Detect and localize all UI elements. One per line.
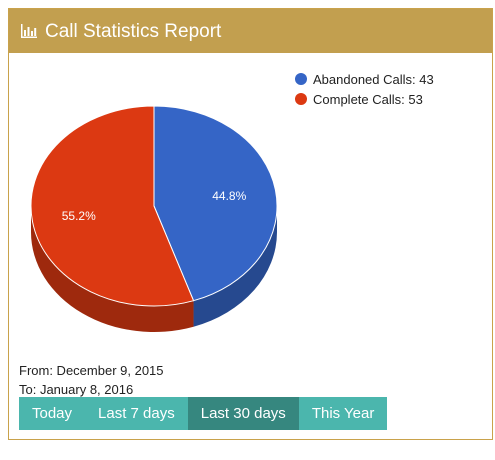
pie-label-abandoned: 44.8% xyxy=(212,189,246,203)
legend-item-abandoned[interactable]: Abandoned Calls: 43 xyxy=(295,69,434,89)
legend-dot-abandoned xyxy=(295,73,307,85)
legend-label-complete: Complete Calls: 53 xyxy=(313,91,423,107)
last-7-days-button[interactable]: Last 7 days xyxy=(85,397,188,430)
chart-legend: Abandoned Calls: 43 Complete Calls: 53 xyxy=(295,69,434,109)
legend-label-abandoned: Abandoned Calls: 43 xyxy=(313,71,434,87)
legend-item-complete[interactable]: Complete Calls: 53 xyxy=(295,89,434,109)
pie-slice-abandoned[interactable] xyxy=(153,105,278,302)
pie-side-complete xyxy=(31,206,194,332)
page-title: Call Statistics Report xyxy=(45,20,222,42)
this-year-button[interactable]: This Year xyxy=(298,397,388,430)
pie-slice-complete[interactable] xyxy=(30,105,195,307)
pie-chart: 44.8% 55.2% xyxy=(30,105,278,332)
legend-dot-complete xyxy=(295,93,307,105)
last-30-days-button[interactable]: Last 30 days xyxy=(187,397,299,430)
range-button-group: Today Last 7 days Last 30 days This Year xyxy=(19,397,388,430)
panel-header: Call Statistics Report xyxy=(9,9,492,53)
bar-chart-icon xyxy=(21,24,37,38)
date-range: From: December 9, 2015 To: January 8, 20… xyxy=(19,361,164,399)
to-date: To: January 8, 2016 xyxy=(19,382,134,397)
pie-label-complete: 55.2% xyxy=(62,209,96,223)
pie-side-abandoned xyxy=(193,206,277,327)
from-date: From: December 9, 2015 xyxy=(19,363,164,378)
call-statistics-panel: Call Statistics Report 44.8% 55.2% Abando… xyxy=(8,8,493,440)
today-button[interactable]: Today xyxy=(19,397,86,430)
